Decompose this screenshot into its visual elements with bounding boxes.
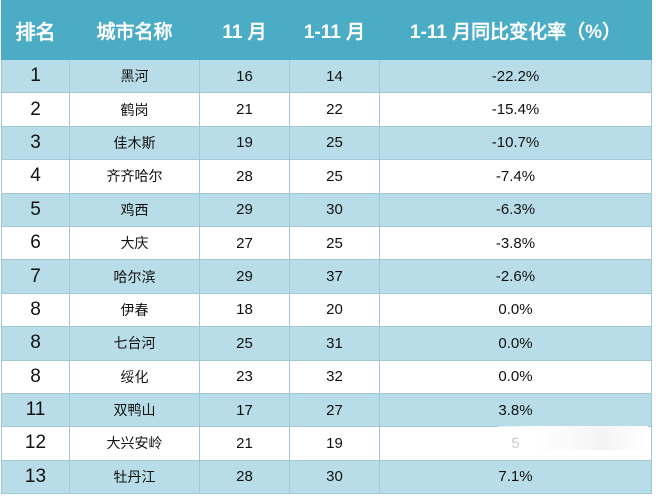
november-cell: 21 [199,92,290,127]
city-cell: 哈尔滨 [69,259,200,294]
table-row: 4 齐齐哈尔 28 25 -7.4% [1,159,652,194]
table-row: 8 七台河 25 31 0.0% [1,326,652,361]
november-cell: 23 [199,359,290,394]
table-header: 排名 城市名称 11 月 1-11 月 1-11 月同比变化率（%） [1,0,652,60]
jan-nov-cell: 32 [289,359,380,394]
table-row: 8 绥化 23 32 0.0% [1,359,652,394]
yoy-change-cell: -15.4% [379,92,652,127]
rank-cell: 11 [1,392,70,428]
yoy-change-cell: 0.0% [379,326,652,361]
city-cell: 大兴安岭 [69,426,200,461]
november-cell: 29 [199,192,290,227]
jan-nov-cell: 20 [289,292,380,328]
table-row: 2 鹤岗 21 22 -15.4% [1,92,652,127]
jan-nov-cell: 25 [289,125,380,161]
yoy-change-cell: 0.0% [379,359,652,394]
rank-cell: 8 [1,292,70,328]
rank-cell: 8 [1,326,70,361]
header-november: 11 月 [199,0,290,60]
jan-nov-cell: 25 [289,159,380,194]
yoy-change-cell: -3.8% [379,225,652,261]
yoy-change-cell: 7.1% [379,459,652,495]
november-cell: 16 [199,58,290,94]
november-cell: 19 [199,125,290,161]
yoy-change-cell: 0.0% [379,292,652,328]
header-rank: 排名 [1,0,70,60]
yoy-change-cell: -22.2% [379,58,652,94]
table-row: 5 鸡西 29 30 -6.3% [1,192,652,227]
rank-cell: 4 [1,159,70,194]
yoy-change-cell: -2.6% [379,259,652,294]
header-yoy-change: 1-11 月同比变化率（%） [379,0,652,60]
city-cell: 绥化 [69,359,200,394]
november-cell: 25 [199,326,290,361]
table-row: 13 牡丹江 28 30 7.1% [1,459,652,495]
rank-cell: 12 [1,426,70,461]
table-row: 7 哈尔滨 29 37 -2.6% [1,259,652,294]
yoy-change-cell: -7.4% [379,159,652,194]
rank-cell: 13 [1,459,70,495]
city-cell: 牡丹江 [69,459,200,495]
rank-cell: 1 [1,58,70,94]
november-cell: 18 [199,292,290,328]
city-cell: 伊春 [69,292,200,328]
november-cell: 17 [199,392,290,428]
rank-cell: 3 [1,125,70,161]
november-cell: 27 [199,225,290,261]
city-cell: 鸡西 [69,192,200,227]
city-cell: 黑河 [69,58,200,94]
jan-nov-cell: 14 [289,58,380,94]
jan-nov-cell: 30 [289,192,380,227]
november-cell: 28 [199,159,290,194]
header-jan-nov: 1-11 月 [289,0,380,60]
rank-cell: 8 [1,359,70,394]
rank-cell: 6 [1,225,70,261]
city-cell: 双鸭山 [69,392,200,428]
table-row: 11 双鸭山 17 27 3.8% [1,392,652,428]
jan-nov-cell: 27 [289,392,380,428]
header-row: 排名 城市名称 11 月 1-11 月 1-11 月同比变化率（%） [1,0,652,60]
header-city: 城市名称 [69,0,200,60]
jan-nov-cell: 30 [289,459,380,495]
jan-nov-cell: 31 [289,326,380,361]
yoy-change-cell: -10.7% [379,125,652,161]
jan-nov-cell: 22 [289,92,380,127]
november-cell: 28 [199,459,290,495]
jan-nov-cell: 25 [289,225,380,261]
city-cell: 齐齐哈尔 [69,159,200,194]
city-cell: 佳木斯 [69,125,200,161]
rank-cell: 5 [1,192,70,227]
rank-cell: 2 [1,92,70,127]
november-cell: 21 [199,426,290,461]
yoy-change-cell: 3.8% [379,392,652,428]
jan-nov-cell: 37 [289,259,380,294]
jan-nov-cell: 19 [289,426,380,461]
yoy-change-cell: -6.3% [379,192,652,227]
city-cell: 大庆 [69,225,200,261]
table-row: 3 佳木斯 19 25 -10.7% [1,125,652,161]
november-cell: 29 [199,259,290,294]
watermark-overlay [498,426,648,450]
table-row: 8 伊春 18 20 0.0% [1,292,652,328]
table-row: 1 黑河 16 14 -22.2% [1,58,652,94]
table-body: 1 黑河 16 14 -22.2% 2 鹤岗 21 22 -15.4% 3 佳木斯 19 25 -10.7%… [1,58,652,495]
city-cell: 鹤岗 [69,92,200,127]
city-cell: 七台河 [69,326,200,361]
table-row: 6 大庆 27 25 -3.8% [1,225,652,261]
rank-cell: 7 [1,259,70,294]
